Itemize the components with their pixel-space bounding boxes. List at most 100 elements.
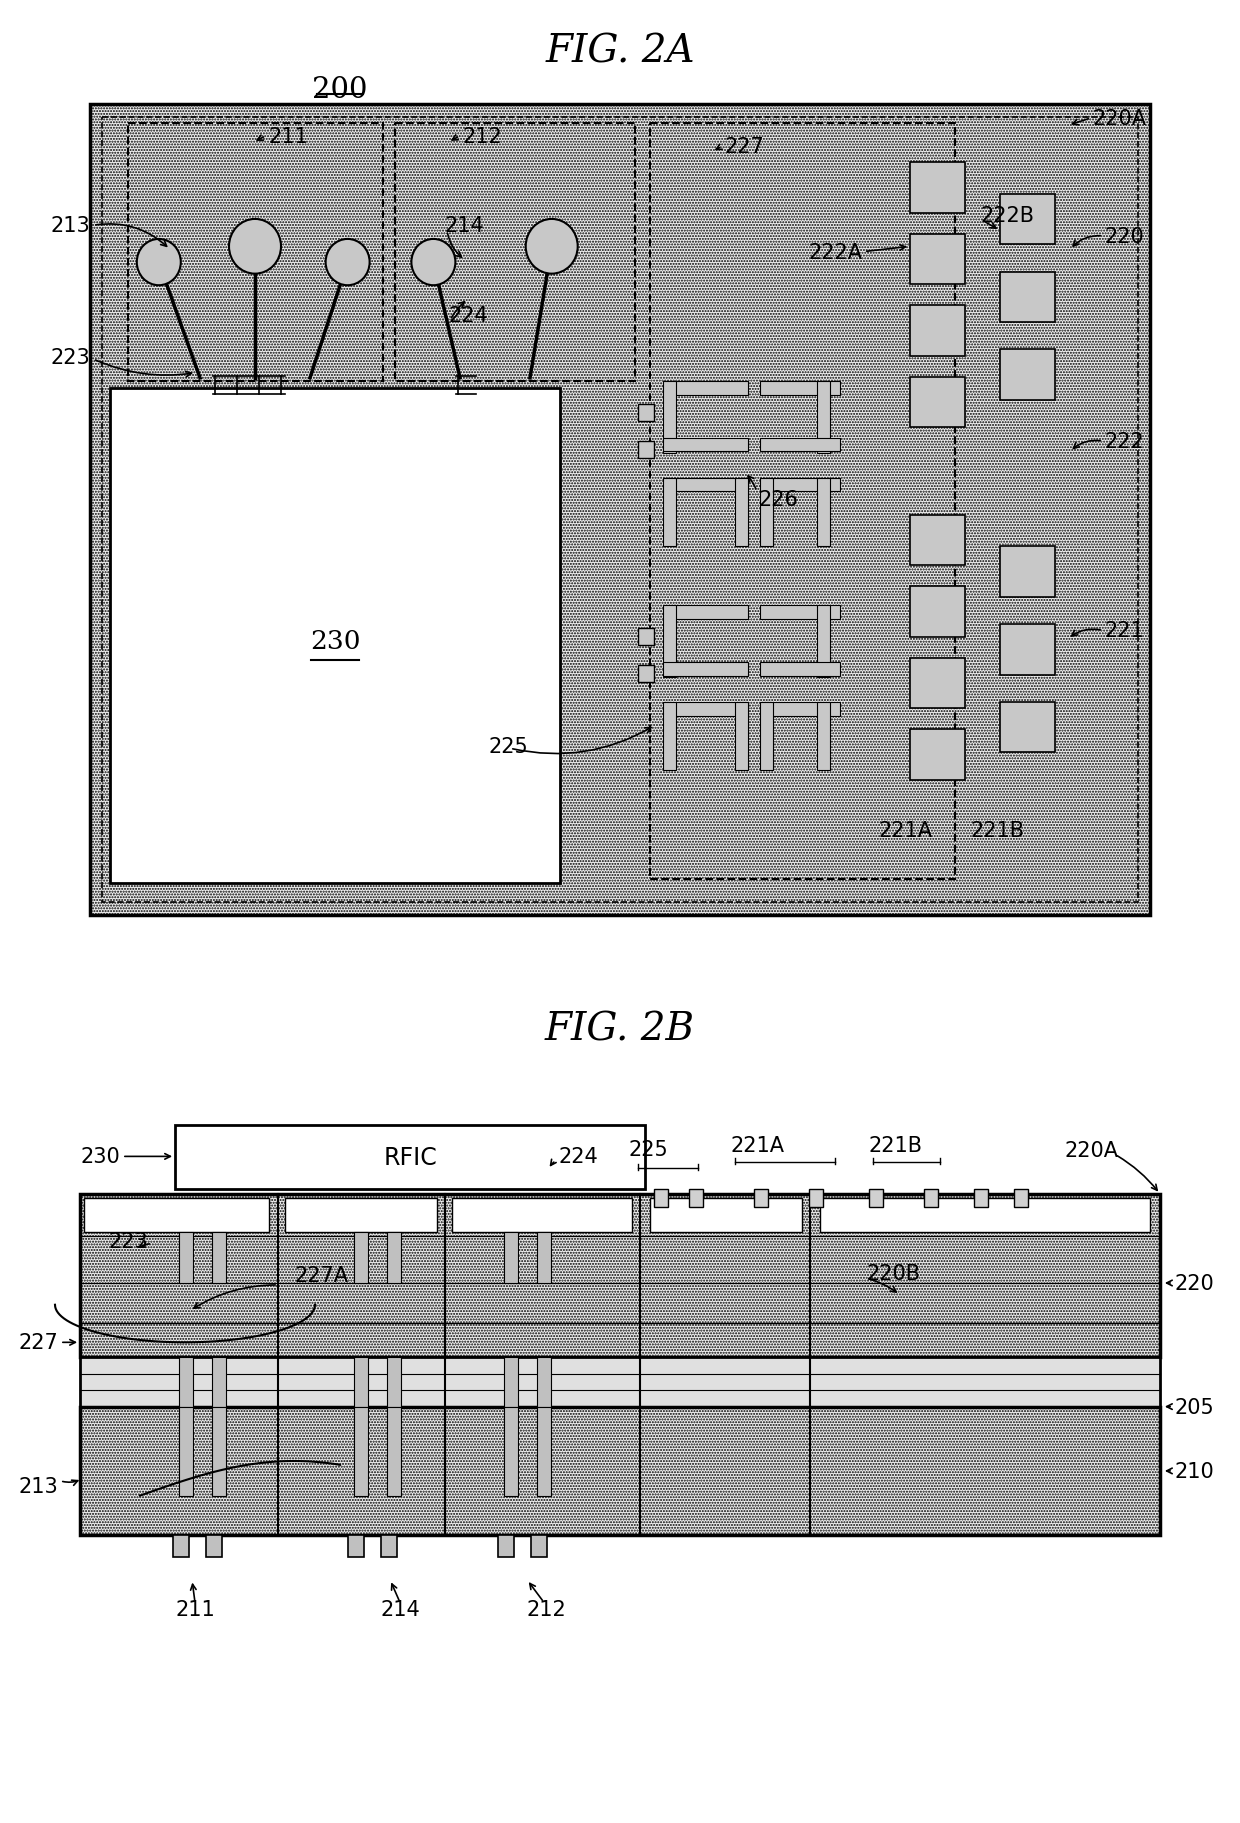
Bar — [817, 605, 830, 678]
Bar — [735, 478, 748, 547]
Text: 223: 223 — [108, 1232, 148, 1252]
Bar — [817, 478, 830, 547]
Circle shape — [526, 221, 578, 275]
Bar — [910, 162, 965, 213]
Text: 220: 220 — [1105, 226, 1145, 246]
Circle shape — [136, 241, 181, 286]
Bar — [353, 1232, 368, 1283]
Bar — [498, 1535, 515, 1557]
Text: 220B: 220B — [866, 1263, 920, 1283]
Bar — [179, 1232, 193, 1283]
Text: 227: 227 — [724, 137, 764, 157]
Bar — [387, 1232, 401, 1283]
Bar — [663, 439, 748, 452]
Text: 224: 224 — [448, 306, 487, 326]
Bar — [537, 1407, 551, 1497]
Bar — [663, 478, 748, 492]
Bar — [689, 1189, 703, 1207]
Bar — [91, 106, 1149, 915]
Bar — [175, 1125, 645, 1189]
Bar — [760, 605, 839, 620]
Text: 220: 220 — [1176, 1272, 1215, 1293]
Bar — [650, 124, 955, 879]
Bar — [910, 306, 965, 357]
Bar — [81, 1194, 1159, 1358]
Bar — [285, 1198, 436, 1232]
Text: 212: 212 — [526, 1599, 565, 1619]
Bar — [663, 605, 748, 620]
Bar — [179, 1358, 193, 1407]
Text: 230: 230 — [81, 1147, 120, 1167]
Bar — [396, 124, 635, 381]
Circle shape — [229, 221, 281, 275]
Text: FIG. 2B: FIG. 2B — [544, 1012, 696, 1048]
Bar — [212, 1407, 226, 1497]
Bar — [353, 1407, 368, 1497]
Text: 222: 222 — [1105, 432, 1145, 452]
Bar — [663, 381, 676, 454]
Bar — [869, 1189, 883, 1207]
Bar — [453, 1198, 632, 1232]
Bar — [537, 1358, 551, 1407]
Bar — [663, 702, 748, 716]
Bar — [999, 702, 1055, 753]
Bar — [910, 587, 965, 638]
Text: FIG. 2A: FIG. 2A — [546, 33, 694, 71]
Text: 227: 227 — [19, 1333, 58, 1353]
Bar — [999, 547, 1055, 598]
Bar — [760, 439, 839, 452]
Bar — [81, 1358, 1159, 1407]
Bar — [817, 381, 830, 454]
Bar — [537, 1232, 551, 1283]
Text: 222A: 222A — [808, 242, 862, 263]
Bar — [348, 1535, 365, 1557]
Text: 212: 212 — [463, 128, 502, 146]
Bar — [910, 235, 965, 284]
Text: 210: 210 — [1176, 1460, 1215, 1480]
Bar — [503, 1232, 518, 1283]
Bar — [910, 729, 965, 780]
Text: 214: 214 — [381, 1599, 420, 1619]
Bar — [999, 272, 1055, 323]
Text: 214: 214 — [445, 217, 485, 237]
Text: 227A: 227A — [295, 1265, 348, 1285]
Bar — [663, 478, 676, 547]
Bar — [999, 195, 1055, 244]
Bar — [212, 1358, 226, 1407]
Bar — [387, 1407, 401, 1497]
Bar — [910, 516, 965, 565]
Text: 213: 213 — [51, 217, 91, 237]
Bar — [206, 1535, 222, 1557]
Bar — [760, 381, 839, 396]
Bar — [503, 1407, 518, 1497]
Bar — [81, 1407, 1159, 1535]
Bar — [910, 658, 965, 709]
Text: 221: 221 — [1105, 622, 1145, 642]
Bar — [760, 702, 839, 716]
Bar — [531, 1535, 547, 1557]
Bar — [999, 625, 1055, 675]
Bar — [503, 1358, 518, 1407]
Bar — [650, 1198, 802, 1232]
Bar — [663, 662, 748, 676]
Bar — [174, 1535, 188, 1557]
Text: RFIC: RFIC — [383, 1145, 436, 1169]
Bar — [639, 665, 653, 682]
Bar — [639, 629, 653, 645]
Text: 225: 225 — [489, 736, 528, 757]
Bar — [910, 377, 965, 428]
Circle shape — [412, 241, 455, 286]
Text: 221A: 221A — [732, 1136, 785, 1156]
Text: 220A: 220A — [1092, 109, 1147, 129]
Text: 221B: 221B — [970, 820, 1024, 840]
Bar — [817, 702, 830, 771]
Bar — [760, 702, 773, 771]
Bar — [102, 118, 1138, 902]
Bar — [663, 702, 676, 771]
Bar — [387, 1358, 401, 1407]
Bar — [820, 1198, 1149, 1232]
Bar — [212, 1232, 226, 1283]
Bar — [760, 478, 773, 547]
Text: 225: 225 — [629, 1139, 668, 1159]
Bar — [84, 1198, 269, 1232]
